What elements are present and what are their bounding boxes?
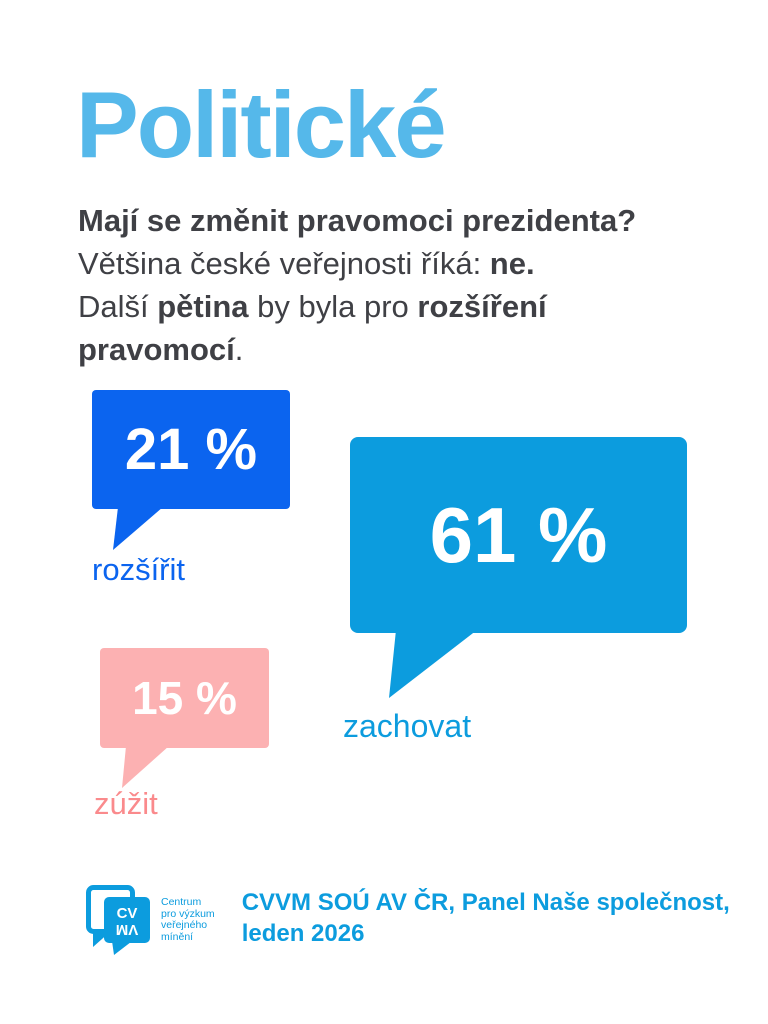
- intro-line-2: Většina české veřejnosti říká: ne.: [78, 246, 535, 281]
- speech-bubble-tail-zachovat: [389, 630, 477, 698]
- speech-bubble-rozsirit: 21 %: [92, 390, 290, 509]
- citation-line-2: leden 2026: [241, 920, 365, 947]
- speech-bubble-tail-rozsirit: [113, 507, 163, 550]
- speech-bubble-tail-zuzit: [122, 746, 169, 788]
- cvvm-logo-front-tail: [112, 941, 131, 955]
- page-title: Politické: [76, 72, 447, 177]
- speech-bubble-zachovat: 61 %: [350, 437, 687, 633]
- intro-line-4: pravomocí.: [78, 332, 244, 367]
- citation-line-1: CVVM SOÚ AV ČR, Panel Naše společnost,: [241, 889, 730, 916]
- logo-caption-line: veřejného: [161, 919, 208, 931]
- svg-text:VM: VM: [116, 921, 139, 938]
- intro-question: Mají se změnit pravomoci prezidenta?: [78, 203, 637, 238]
- value-zuzit: 15 %: [132, 672, 237, 724]
- cvvm-logo: CV VM: [86, 885, 150, 955]
- source-citation: CVVM SOÚ AV ČR, Panel Naše společnost, l…: [242, 887, 730, 949]
- intro-line-3: Další pětina by byla pro rozšíření: [78, 289, 547, 324]
- value-rozsirit: 21 %: [124, 417, 258, 482]
- speech-bubble-zuzit: 15 %: [100, 648, 269, 748]
- logo-caption-line: mínění: [161, 930, 194, 943]
- label-zachovat: zachovat: [343, 708, 472, 744]
- intro-text: Mají se změnit pravomoci prezidenta? Vět…: [78, 199, 698, 371]
- intro-line-1: Mají se změnit pravomoci prezidenta?: [78, 199, 698, 242]
- cvvm-logo-text-cv: CV: [117, 905, 138, 922]
- label-zuzit: zúžit: [94, 786, 158, 821]
- value-zachovat: 61 %: [429, 490, 608, 579]
- label-rozsirit: rozšířit: [92, 552, 185, 587]
- cvvm-logo-front-bubble: [104, 897, 150, 943]
- logo-caption-line: Centrum: [161, 896, 202, 908]
- logo-caption-line: pro výzkum: [161, 907, 215, 920]
- footer: CV VM Centrum pro výzkum veřejného míněn…: [86, 885, 730, 955]
- cvvm-logo-caption: Centrum pro výzkum veřejného mínění: [161, 896, 215, 943]
- cvvm-logo-text-vm-flipped: VM: [116, 921, 139, 938]
